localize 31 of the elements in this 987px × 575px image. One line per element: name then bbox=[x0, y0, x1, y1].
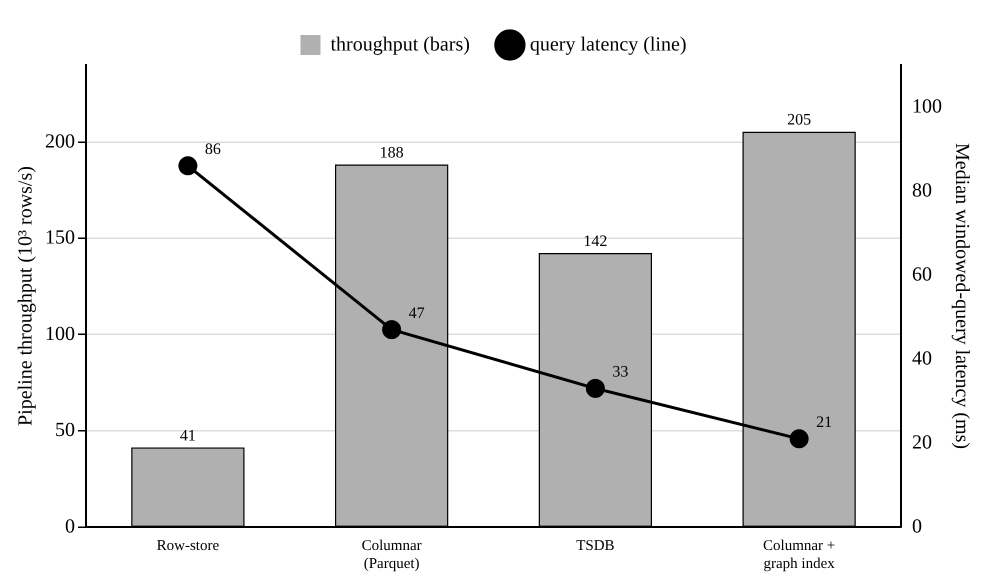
data-label: 205 bbox=[787, 112, 812, 129]
y2-axis-title: Median windowed-query latency (ms) bbox=[950, 142, 973, 450]
point bbox=[382, 320, 402, 340]
data-label: 188 bbox=[380, 144, 404, 162]
y2-tick-label: 40 bbox=[912, 347, 932, 370]
legend-label: query latency (line) bbox=[530, 33, 687, 56]
y2-tick-label: 60 bbox=[912, 263, 932, 286]
x-tick-label: Columnar (Parquet) bbox=[362, 538, 422, 572]
y-tick-label: 0 bbox=[65, 515, 75, 538]
y2-tick-label: 80 bbox=[912, 179, 932, 202]
y2-tick-label: 0 bbox=[912, 515, 922, 538]
y-tick-label: 50 bbox=[55, 419, 75, 441]
point bbox=[586, 378, 605, 398]
y2-tick-label: 100 bbox=[912, 95, 942, 118]
point bbox=[178, 156, 198, 176]
x-tick-label: TSDB bbox=[576, 538, 615, 554]
data-label: 47 bbox=[408, 304, 425, 322]
y-tick-label: 150 bbox=[45, 226, 75, 248]
data-label: 41 bbox=[180, 427, 196, 444]
y2-tick-label: 20 bbox=[912, 431, 932, 454]
data-label: 142 bbox=[583, 232, 608, 250]
x-tick-label: Row-store bbox=[156, 538, 220, 554]
point bbox=[790, 429, 809, 448]
y-tick-label: 100 bbox=[45, 322, 75, 345]
y-tick-label: 200 bbox=[45, 130, 75, 152]
legend-label: throughput (bars) bbox=[330, 33, 470, 56]
y-axis-title: Pipeline throughput (10³ rows/s) bbox=[14, 166, 36, 426]
x-tick-label: Columnar + graph index bbox=[763, 538, 836, 572]
data-label: 86 bbox=[204, 141, 221, 158]
data-label: 33 bbox=[612, 364, 628, 381]
data-label: 21 bbox=[816, 414, 832, 432]
